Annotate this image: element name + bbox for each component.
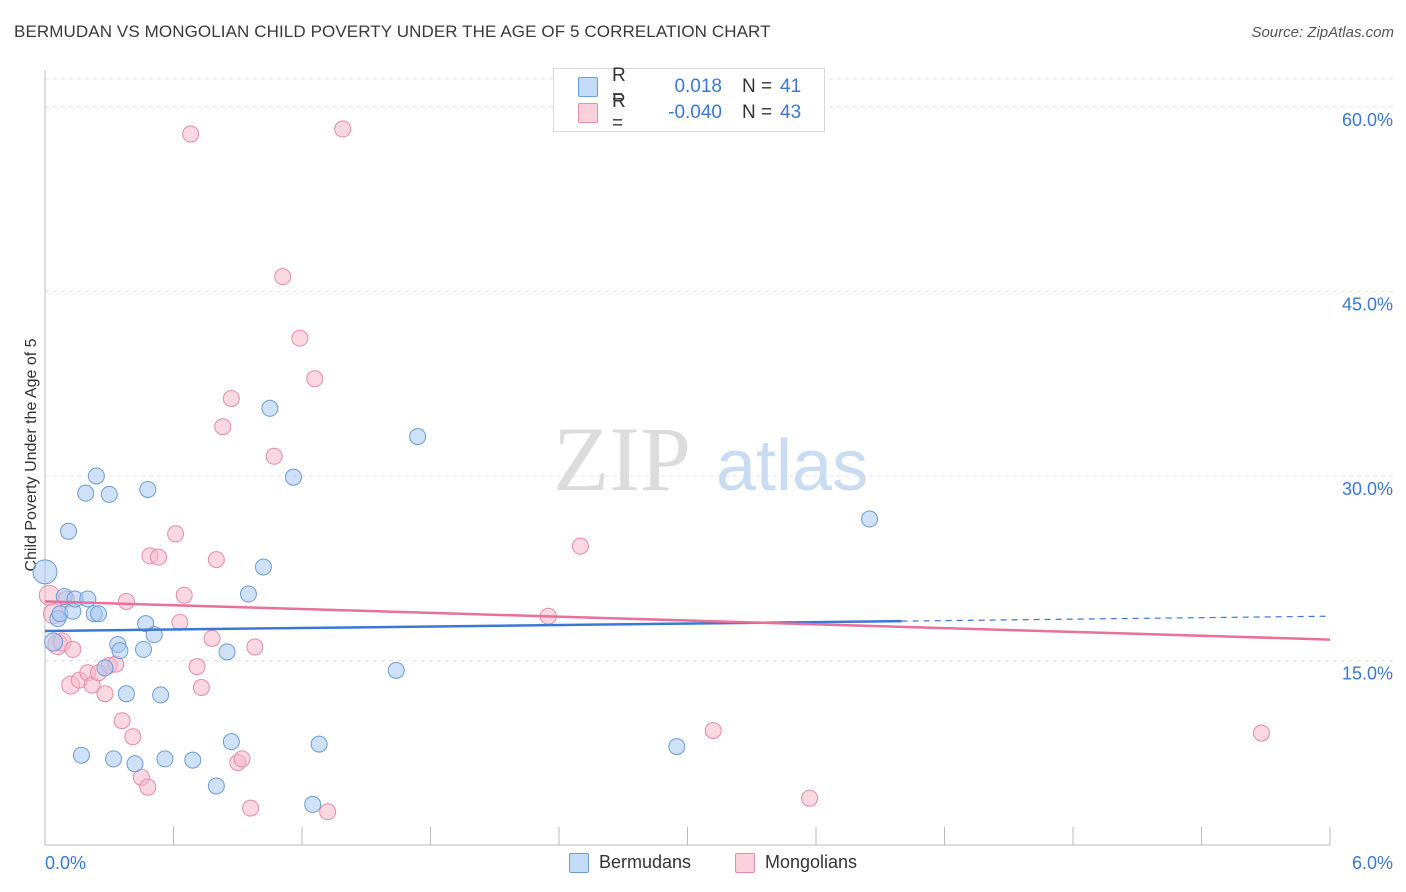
mongolian-point: [113, 712, 131, 730]
x-tick-label: 0.0%: [45, 853, 86, 873]
mongolian-point: [214, 418, 232, 436]
legend-swatch-blue: [578, 77, 598, 97]
watermark-atlas: atlas: [716, 426, 868, 506]
bermudan-point: [117, 685, 135, 703]
bottom-legend-swatch-blue: [569, 852, 589, 873]
bermudan-point: [387, 661, 405, 679]
legend-n-value: 41: [780, 76, 802, 97]
mongolian-point: [319, 803, 337, 821]
mongolian-point: [265, 447, 283, 465]
bermudan-point: [261, 399, 279, 417]
legend-r-label: R =: [612, 91, 626, 134]
y-tick-label: 45.0%: [1342, 294, 1393, 314]
bermudan-point: [96, 659, 114, 677]
correlation-legend: R = 0.018 N = 41 R = -0.040 N = 43: [553, 65, 825, 134]
mongolian-point: [233, 750, 251, 768]
mongolian-point: [203, 629, 221, 647]
bermudan-point: [409, 428, 427, 446]
bermudan-point: [156, 750, 174, 768]
legend-swatch-pink: [578, 103, 598, 123]
bermudan-point: [105, 750, 123, 768]
tick-labels: 15.0% 30.0% 45.0% 60.0% 0.0% 6.0%: [45, 110, 1393, 873]
chart-title: BERMUDAN VS MONGOLIAN CHILD POVERTY UNDE…: [14, 22, 771, 41]
bermudan-trend-extension: [901, 615, 1331, 622]
bermudan-point: [111, 642, 129, 660]
bottom-legend-bermudans[interactable]: Bermudans: [569, 852, 691, 873]
mongolian-point: [64, 640, 82, 658]
mongolian-point: [175, 586, 193, 604]
bermudan-point: [44, 632, 64, 652]
mongolian-point: [242, 799, 260, 817]
bottom-legend-label: Bermudans: [599, 852, 692, 872]
mongolian-point: [291, 329, 309, 347]
bermudan-point: [184, 751, 202, 769]
y-tick-label: 30.0%: [1342, 479, 1393, 499]
bermudan-point: [668, 738, 686, 756]
bermudan-point: [310, 735, 328, 753]
bermudan-point: [218, 643, 236, 661]
bermudan-point: [126, 755, 144, 773]
bermudan-point: [100, 485, 118, 503]
bottom-legend-mongolians[interactable]: Mongolians: [735, 852, 857, 873]
mongolian-point: [182, 125, 200, 143]
legend-n-value: 43: [780, 102, 802, 123]
legend-n-label: N =: [742, 102, 773, 123]
bermudan-point: [79, 590, 97, 608]
bermudan-point: [207, 777, 225, 795]
mongolian-point: [188, 658, 206, 676]
mongolian-point: [704, 722, 722, 740]
bermudan-point: [60, 522, 78, 540]
bermudan-point: [222, 733, 240, 751]
legend-r-label: R =: [612, 65, 626, 108]
bermudan-point: [304, 795, 322, 813]
mongolian-point: [207, 551, 225, 569]
mongolian-point: [334, 120, 352, 138]
mongolian-point: [167, 525, 185, 543]
mongolian-point: [222, 389, 240, 407]
bermudan-point: [284, 468, 302, 486]
watermark-zip: ZIP: [553, 408, 691, 510]
trend-lines: [44, 600, 1331, 641]
legend-r-value: 0.018: [674, 76, 722, 97]
mongolian-point: [171, 613, 189, 631]
legend-row-bermudans: R = 0.018 N = 41: [578, 65, 802, 108]
bermudan-point: [32, 559, 58, 585]
mongolian-point: [274, 268, 292, 286]
mongolian-point: [150, 548, 168, 566]
mongolian-trend-line: [44, 600, 1331, 641]
axes: [44, 70, 1331, 846]
x-tick-label: 6.0%: [1352, 853, 1393, 873]
bermudan-point: [239, 585, 257, 603]
bermudan-point: [77, 484, 95, 502]
legend-r-value: -0.040: [668, 102, 722, 123]
bermudan-point: [152, 686, 170, 704]
y-tick-label: 60.0%: [1342, 110, 1393, 130]
bermudan-point: [72, 746, 90, 764]
mongolian-point: [124, 728, 142, 746]
mongolian-point: [801, 789, 819, 807]
y-tick-label: 15.0%: [1342, 663, 1393, 683]
legend-n-label: N =: [742, 76, 773, 97]
mongolian-point: [1252, 724, 1270, 742]
mongolian-point: [139, 778, 157, 796]
bermudan-point: [90, 605, 108, 623]
mongolian-point: [192, 679, 210, 697]
mongolian-point: [306, 370, 324, 388]
gridlines: [45, 78, 1395, 661]
bermudan-point: [861, 510, 879, 528]
bottom-legend-swatch-pink: [735, 852, 755, 873]
bermudan-point: [254, 558, 272, 576]
mongolian-point: [117, 592, 135, 610]
bermudan-point: [87, 467, 105, 485]
mongolian-point: [246, 638, 264, 656]
series-bermudans-points: [32, 399, 879, 813]
source-label: Source: ZipAtlas.com: [1251, 24, 1394, 41]
legend-row-mongolians: R = -0.040 N = 43: [578, 91, 802, 134]
bermudan-point: [135, 640, 153, 658]
bottom-legend-label: Mongolians: [765, 852, 858, 872]
bermudan-point: [139, 480, 157, 498]
mongolian-point: [96, 685, 114, 703]
mongolian-point: [571, 537, 589, 555]
